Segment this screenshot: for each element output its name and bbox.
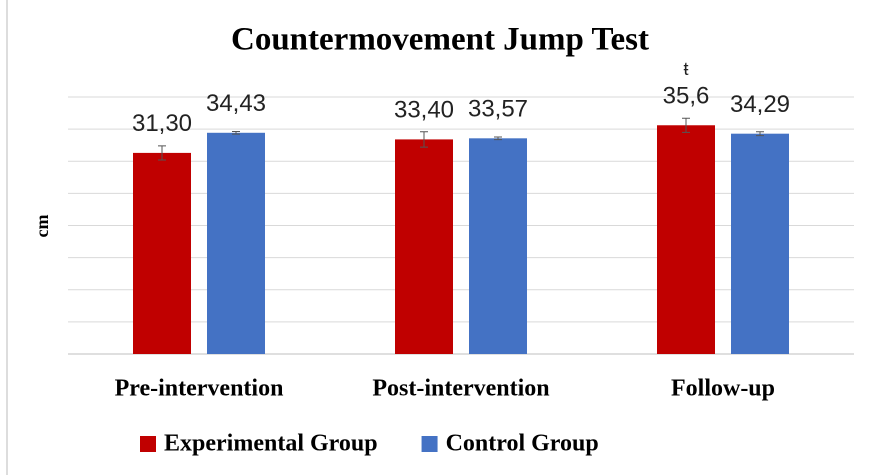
annotation: ŧ bbox=[683, 59, 688, 79]
data-label: 35,6 bbox=[663, 83, 710, 110]
error-bar bbox=[420, 131, 428, 148]
error-bar bbox=[232, 131, 240, 135]
legend-swatch bbox=[421, 436, 438, 452]
error-bar bbox=[158, 145, 166, 161]
bar bbox=[469, 138, 527, 354]
error-bar bbox=[682, 117, 690, 133]
error-bar bbox=[494, 136, 502, 141]
bar bbox=[657, 125, 715, 355]
bar bbox=[133, 152, 191, 354]
data-label: 34,43 bbox=[206, 90, 266, 117]
data-label: 31,30 bbox=[132, 110, 192, 137]
legend-label: Experimental Group bbox=[164, 431, 378, 457]
data-label: 33,57 bbox=[468, 96, 528, 123]
bar bbox=[207, 132, 265, 354]
error-bar bbox=[756, 131, 764, 137]
y-axis-label: cm bbox=[32, 215, 52, 238]
chart-title: Countermovement Jump Test bbox=[231, 22, 649, 58]
data-label: 34,29 bbox=[730, 91, 790, 118]
bar bbox=[395, 139, 453, 354]
x-tick-label: Pre-intervention bbox=[115, 376, 284, 402]
x-tick-label: Follow-up bbox=[671, 376, 775, 402]
legend-swatch bbox=[140, 436, 156, 452]
bar bbox=[731, 133, 789, 354]
data-label: 33,40 bbox=[394, 97, 454, 124]
legend-label: Control Group bbox=[446, 431, 599, 457]
x-tick-label: Post-intervention bbox=[372, 376, 549, 402]
